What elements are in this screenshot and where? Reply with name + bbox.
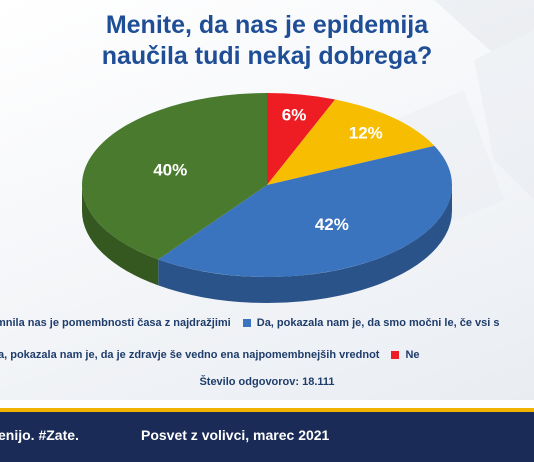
decorative-pattern (394, 0, 534, 230)
legend-swatch-red (391, 351, 400, 359)
legend-label-yellow: a, pokazala nam je, da je zdravje še ved… (0, 349, 380, 361)
pie-label-0: 40% (153, 160, 187, 179)
pie-slice-1 (158, 145, 453, 278)
pie-label-2: 12% (349, 124, 383, 143)
pie-label-1: 42% (315, 215, 349, 234)
chart-title: Menite, da nas je epidemija naučila tudi… (40, 10, 494, 72)
pie-slice-3 (267, 93, 336, 185)
pie-side-0 (82, 185, 159, 286)
title-line-1: Menite, da nas je epidemija (105, 11, 429, 39)
pie-slice-0 (81, 93, 267, 260)
pie-side-1 (158, 185, 452, 304)
title-line-2: naučila tudi nekaj dobrega? (101, 42, 433, 70)
footer-slogan: enijo. #Zate. (0, 427, 79, 443)
legend-swatch-blue (242, 319, 251, 327)
legend-label-red: Ne (405, 349, 420, 361)
legend-row-1: mnila nas je pomembnosti časa z najdražj… (0, 314, 534, 334)
legend-label-green: mnila nas je pomembnosti časa z najdražj… (0, 317, 231, 329)
pie-slice-2 (267, 99, 435, 185)
respondent-count: Število odgovorov: 18.111 (199, 376, 335, 388)
legend-row-2: a, pokazala nam je, da je zdravje še ved… (0, 346, 534, 366)
legend-label-blue: Da, pokazala nam je, da smo močni le, če… (256, 317, 500, 329)
footer-bar: enijo. #Zate. Posvet z volivci, marec 20… (0, 412, 534, 462)
footer-event: Posvet z volivci, marec 2021 (141, 427, 330, 443)
footer-stripe (0, 408, 534, 412)
pie-chart: 6% 12% 42% 40% (81, 93, 453, 304)
pie-label-3: 6% (282, 106, 307, 125)
